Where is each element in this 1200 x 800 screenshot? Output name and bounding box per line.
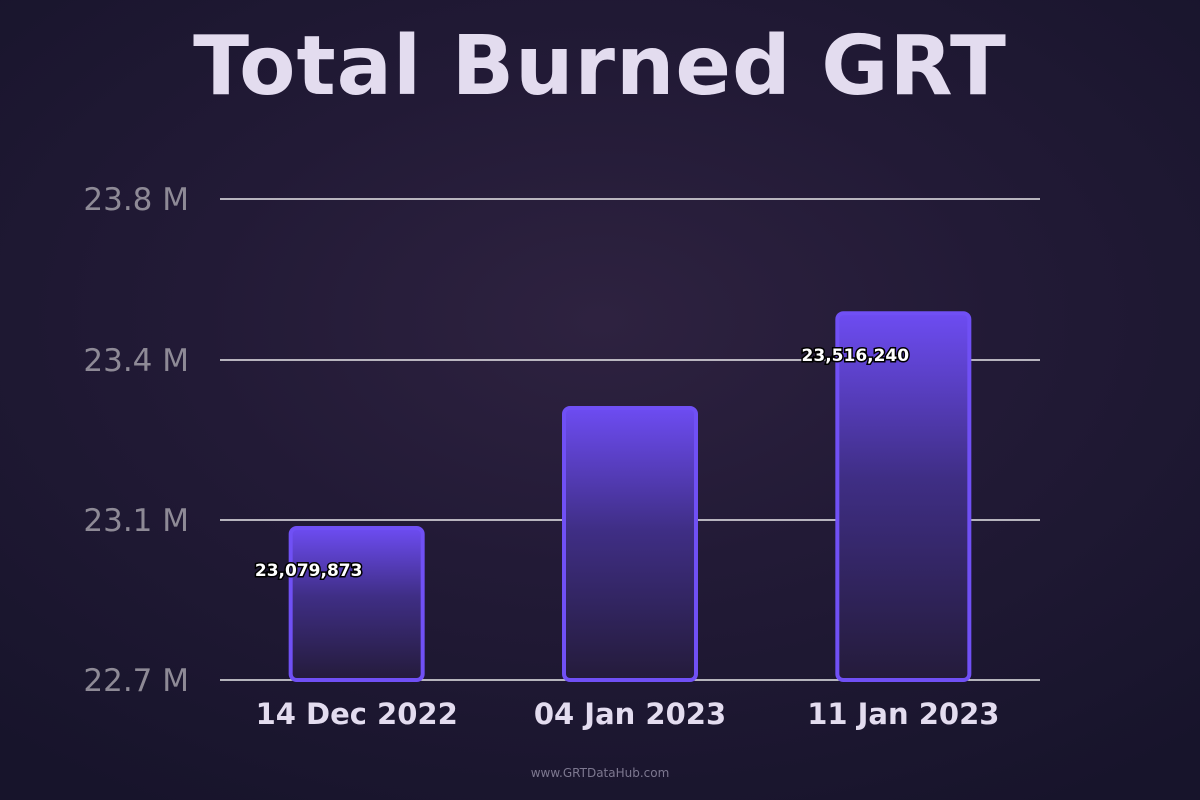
x-tick-label: 11 Jan 2023 [807,697,999,731]
data-label: 23,079,873 [255,561,363,581]
y-tick-label: 23.4 M [83,343,189,379]
y-tick-label: 23.1 M [83,503,189,539]
x-tick-label: 04 Jan 2023 [534,697,726,731]
bar [562,406,698,682]
bar [835,311,972,682]
x-tick-label: 14 Dec 2022 [256,697,458,731]
data-label: 23,516,240 [802,346,910,366]
footer-url: www.GRTDataHub.com [530,766,670,780]
bar [288,526,425,682]
y-tick-label: 23.8 M [83,182,189,218]
chart-title: Total Burned GRT [193,19,1007,114]
y-tick-label: 22.7 M [83,663,189,699]
